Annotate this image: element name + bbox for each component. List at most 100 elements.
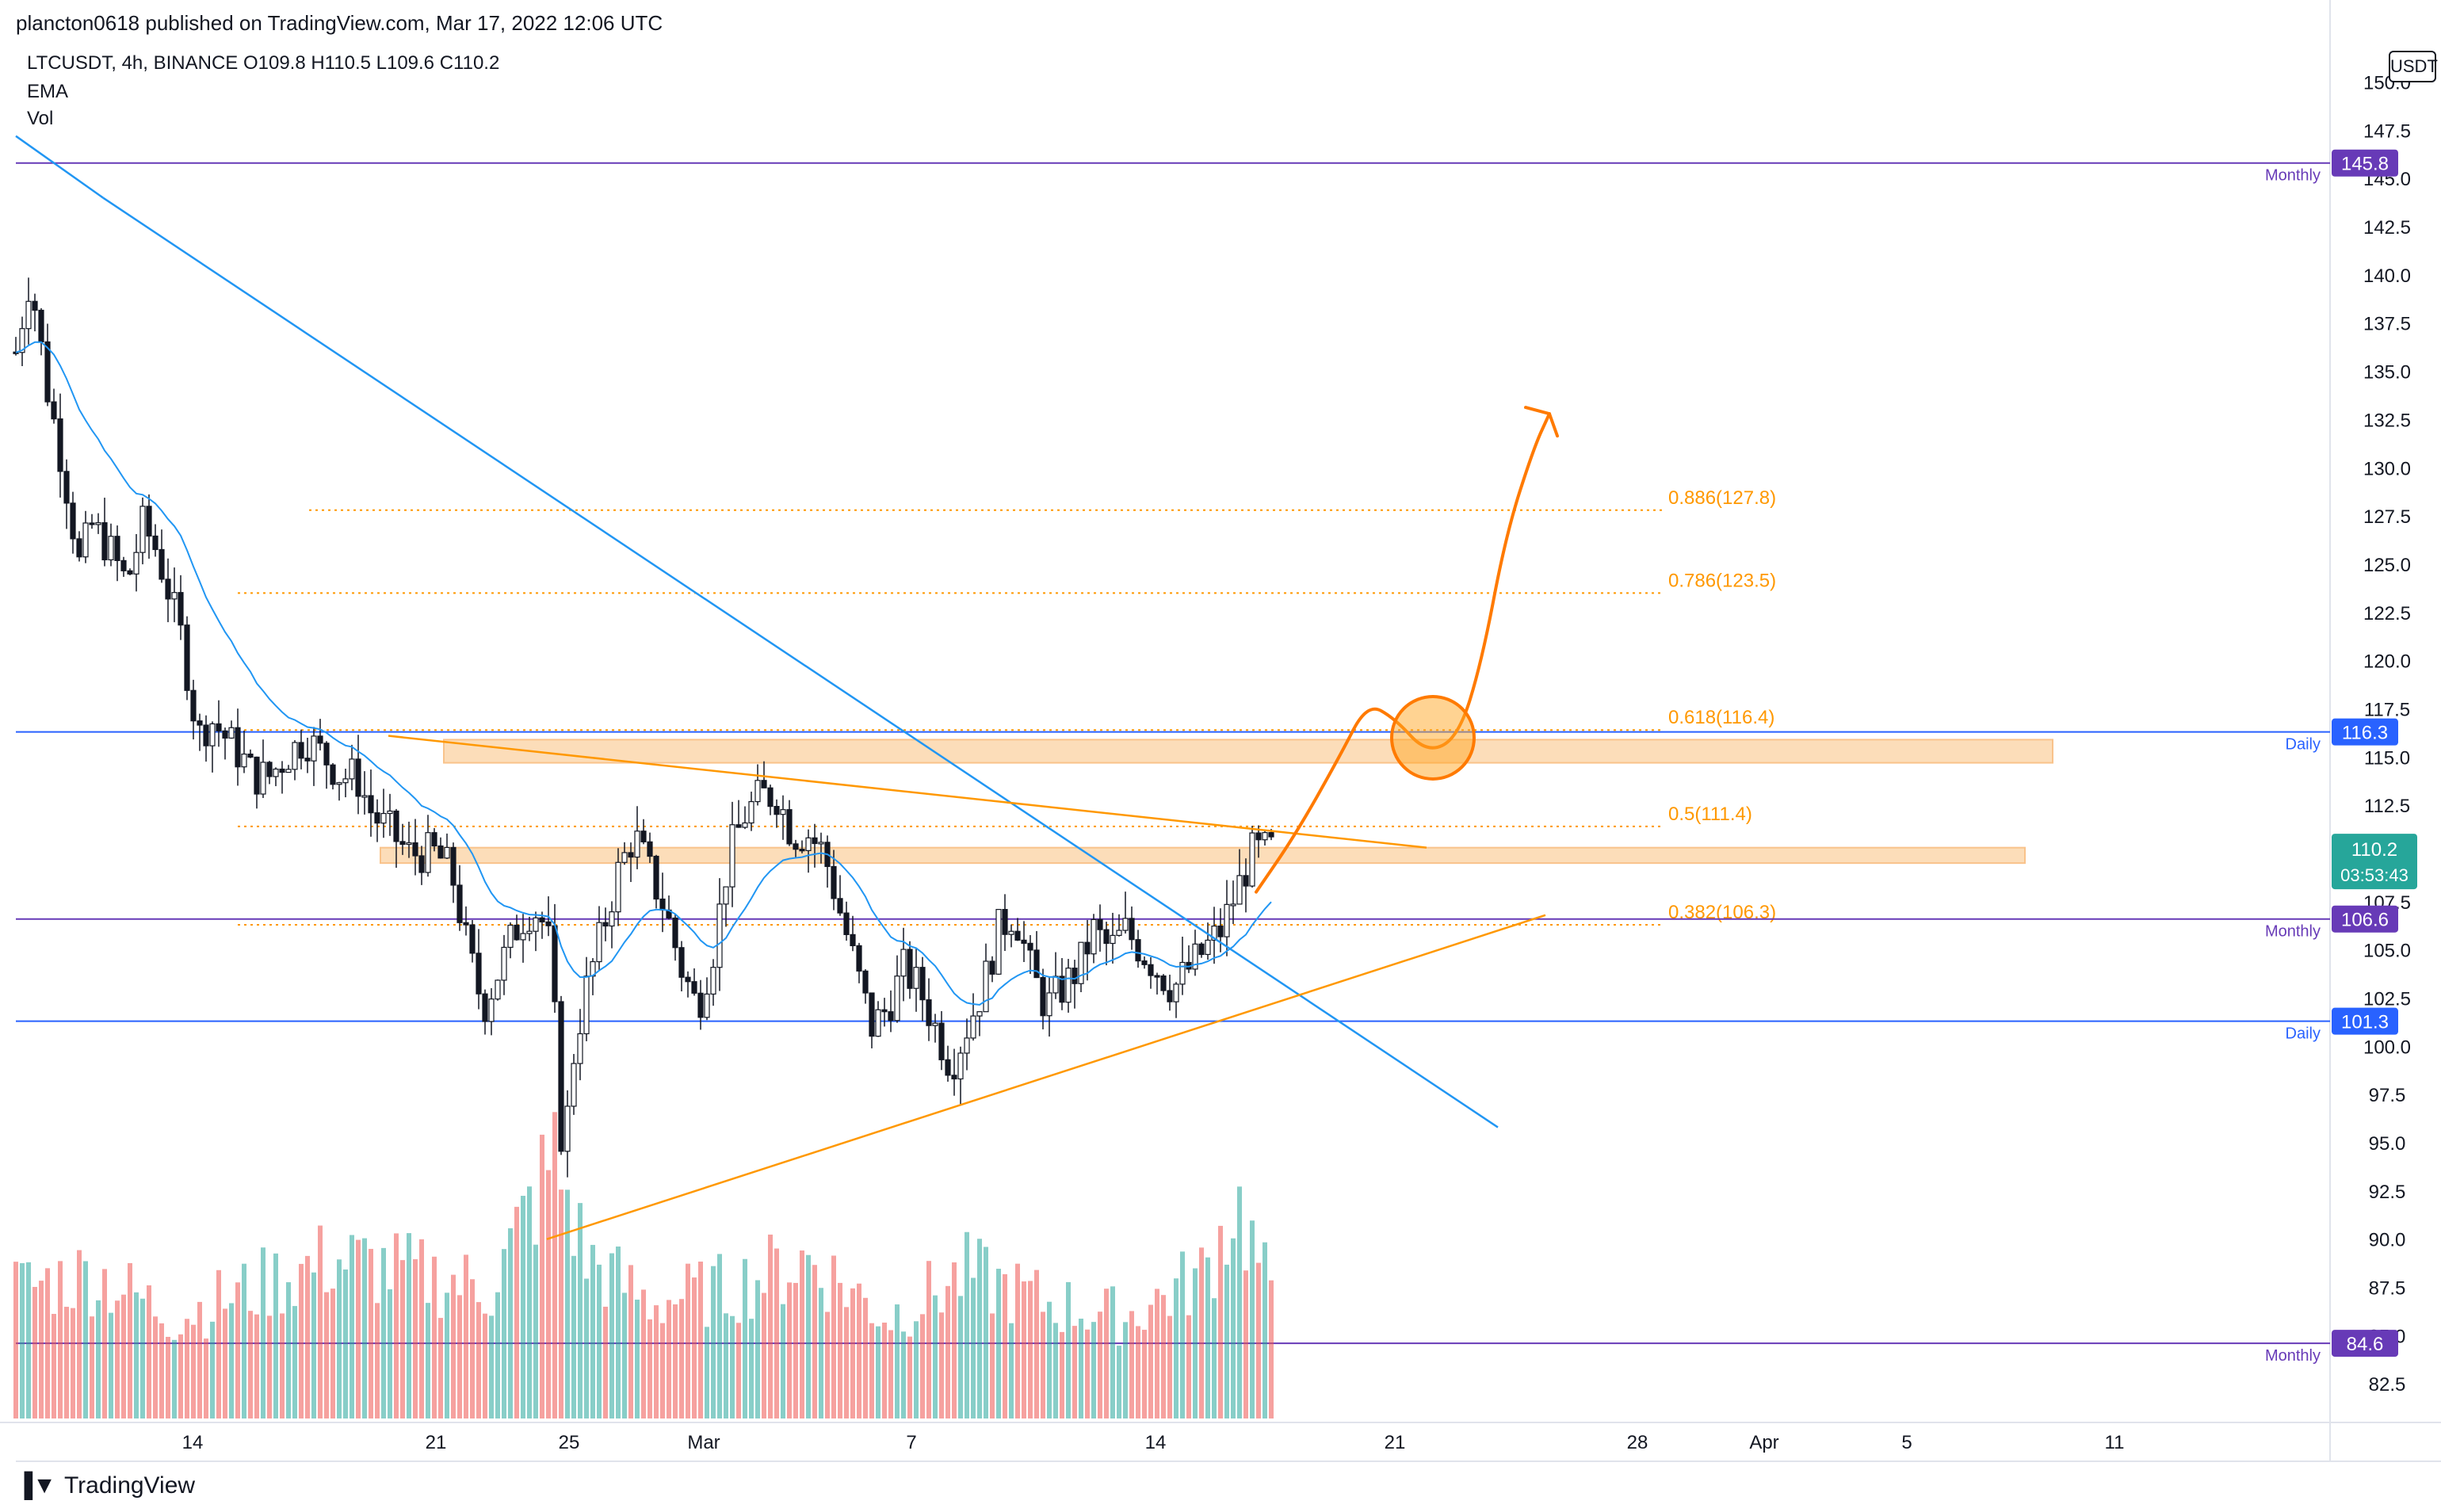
volume-bars: [13, 1112, 1274, 1418]
volume-bar: [267, 1315, 272, 1418]
level-price-label: 84.6: [2347, 1334, 2384, 1355]
candle-body: [710, 967, 716, 995]
volume-bar: [248, 1311, 253, 1418]
ema-line: [15, 341, 1272, 1006]
candle-body: [951, 1075, 957, 1080]
candle-body: [831, 865, 837, 899]
candle-body: [659, 898, 666, 911]
volume-bar: [933, 1295, 938, 1418]
volume-bar: [724, 1313, 728, 1418]
horizontal-levels: Monthly Daily Monthly Daily Monthly: [16, 162, 2330, 1365]
candle-body: [323, 743, 330, 766]
y-tick-label: 102.5: [2363, 988, 2411, 1010]
volume-bar: [1243, 1270, 1248, 1418]
y-tick-label: 100.0: [2363, 1037, 2411, 1058]
level-price-badge: [2332, 149, 2398, 177]
candle-body: [184, 624, 190, 691]
candle-body: [476, 953, 482, 995]
fib-level-label: 0.786(123.5): [1668, 570, 1776, 591]
candle-body: [1141, 960, 1148, 965]
candle-body: [139, 506, 146, 553]
volume-bar: [749, 1319, 754, 1418]
level-price-badge: [2332, 905, 2398, 933]
volume-bar: [356, 1239, 361, 1418]
candle-body: [697, 992, 704, 1018]
candle-body: [190, 689, 197, 722]
candle-body: [945, 1059, 951, 1076]
volume-bar: [597, 1264, 602, 1418]
volume-bar: [1148, 1304, 1153, 1418]
volume-bar: [235, 1282, 240, 1418]
volume-bar: [641, 1289, 646, 1418]
x-tick-label: 25: [559, 1432, 580, 1453]
y-tick-label: 137.5: [2363, 314, 2411, 335]
candle-body: [488, 998, 495, 1022]
footer-branding[interactable]: ▐▼ TradingView: [16, 1472, 195, 1499]
candle-body: [171, 592, 178, 600]
candle-body: [558, 1001, 564, 1152]
candle-body: [818, 842, 824, 845]
volume-bar: [413, 1259, 418, 1418]
volume-bar: [1205, 1257, 1210, 1418]
candle-body: [1167, 990, 1173, 1002]
volume-bar: [489, 1315, 494, 1418]
x-tick-label: 21: [1385, 1432, 1406, 1453]
currency-unit-button[interactable]: USDT: [2389, 51, 2438, 82]
volume-bar: [388, 1289, 392, 1418]
candle-body: [165, 578, 171, 600]
y-tick-label: 97.5: [2369, 1085, 2406, 1106]
candle-body: [89, 522, 95, 525]
volume-bar: [1167, 1315, 1172, 1418]
volume-bar: [147, 1285, 151, 1418]
volume-bar: [812, 1265, 817, 1418]
volume-bar: [343, 1269, 348, 1418]
candle-body: [1116, 930, 1122, 936]
candle-body: [330, 764, 336, 785]
candle-body: [355, 758, 361, 797]
candle-body: [621, 852, 628, 863]
candle-body: [463, 922, 469, 926]
candle-body: [19, 328, 25, 353]
volume-bar: [1269, 1280, 1274, 1418]
candle-body: [900, 949, 907, 977]
volume-bar: [153, 1316, 158, 1418]
candle-body: [564, 1105, 571, 1152]
volume-bar: [261, 1247, 265, 1418]
candle-body: [1173, 983, 1179, 1002]
volume-bar: [508, 1228, 513, 1418]
descending-resistance-extension: [15, 135, 104, 199]
candle-body: [1224, 903, 1230, 937]
candle-body: [70, 502, 76, 540]
volume-bar: [540, 1134, 544, 1418]
candle-body: [1014, 930, 1021, 941]
tradingview-logo-icon: ▐▼: [16, 1472, 56, 1499]
candle-body: [514, 924, 520, 941]
level-price-badge: [2332, 1007, 2398, 1035]
descending-resistance-line: [102, 197, 1499, 1128]
volume-bar: [1263, 1242, 1267, 1418]
volume-bar: [1129, 1311, 1134, 1418]
volume-bar: [502, 1249, 506, 1418]
volume-bar: [223, 1308, 227, 1418]
candle-body: [399, 841, 406, 846]
y-tick-label: 130.0: [2363, 458, 2411, 479]
candle-body: [1205, 939, 1211, 956]
volume-bar: [1218, 1225, 1223, 1418]
symbol-legend[interactable]: LTCUSDT, 4h, BINANCE O109.8 H110.5 L109.…: [27, 52, 500, 74]
volume-bar: [616, 1247, 621, 1418]
volume-bar: [514, 1206, 519, 1418]
volume-bar: [1003, 1273, 1007, 1418]
candle-body: [178, 592, 184, 626]
candle-body: [685, 976, 691, 983]
candle-body: [520, 933, 526, 941]
candle-body: [742, 822, 748, 828]
ema-legend[interactable]: EMA: [27, 81, 69, 102]
candle-body: [38, 309, 44, 342]
volume-bar: [1053, 1323, 1058, 1418]
vol-legend[interactable]: Vol: [27, 108, 54, 129]
volume-bar: [1098, 1312, 1102, 1418]
volume-bar: [584, 1278, 589, 1418]
countdown-label: 03:53:43: [2340, 865, 2409, 885]
candle-body: [349, 758, 355, 780]
